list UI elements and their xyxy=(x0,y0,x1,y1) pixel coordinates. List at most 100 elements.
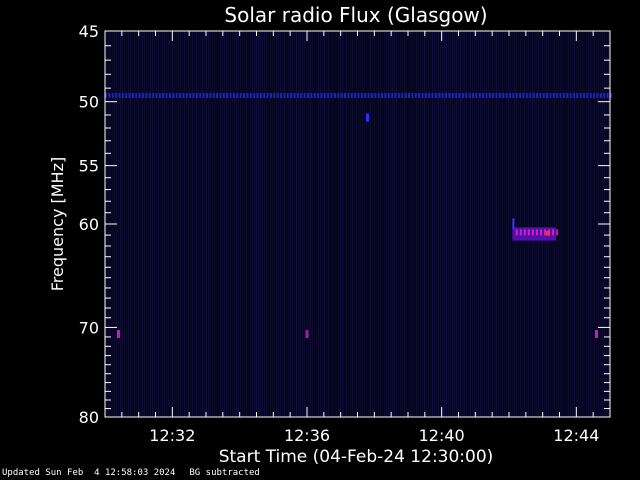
noise-stripe xyxy=(178,31,179,417)
noise-stripe xyxy=(186,31,187,417)
interference-dash xyxy=(280,92,283,98)
noise-stripe xyxy=(440,31,441,417)
noise-stripe xyxy=(154,31,155,417)
noise-stripe xyxy=(550,31,551,417)
interference-dash xyxy=(283,92,286,98)
noise-stripe xyxy=(540,31,541,417)
noise-stripe xyxy=(590,31,591,417)
noise-stripe xyxy=(576,31,577,417)
burst-streak xyxy=(515,229,518,236)
burst-streak xyxy=(539,229,542,236)
noise-stripe xyxy=(450,31,451,417)
interference-dash xyxy=(253,92,256,98)
interference-dash xyxy=(492,92,495,98)
noise-stripe xyxy=(336,31,337,417)
noise-stripe xyxy=(522,31,523,417)
y-tick-label: 55 xyxy=(79,157,99,176)
interference-dash xyxy=(549,92,552,98)
interference-dash xyxy=(468,92,471,98)
noise-stripe xyxy=(548,31,549,417)
noise-stripe xyxy=(382,31,383,417)
noise-stripe xyxy=(472,31,473,417)
noise-stripe xyxy=(482,31,483,417)
noise-stripe xyxy=(190,31,191,417)
noise-stripe xyxy=(296,31,297,417)
noise-stripe xyxy=(470,31,471,417)
interference-dash xyxy=(532,92,535,98)
noise-stripe xyxy=(262,31,263,417)
interference-dash xyxy=(128,92,131,98)
x-tick-label: 12:32 xyxy=(149,426,195,445)
interference-dash xyxy=(239,92,242,98)
interference-dash xyxy=(488,92,491,98)
interference-dash xyxy=(569,92,572,98)
noise-stripe xyxy=(248,31,249,417)
noise-stripe xyxy=(180,31,181,417)
interference-dash xyxy=(539,92,542,98)
interference-dash xyxy=(152,92,155,98)
noise-stripe xyxy=(348,31,349,417)
interference-dash xyxy=(354,92,357,98)
interference-dash xyxy=(333,92,336,98)
noise-stripe xyxy=(258,31,259,417)
noise-stripe xyxy=(398,31,399,417)
noise-stripe xyxy=(238,31,239,417)
noise-stripe xyxy=(264,31,265,417)
noise-stripe xyxy=(234,31,235,417)
noise-stripe xyxy=(508,31,509,417)
noise-stripe xyxy=(568,31,569,417)
noise-stripe xyxy=(244,31,245,417)
noise-stripe xyxy=(240,31,241,417)
noise-stripe xyxy=(220,31,221,417)
y-axis: 45 50 55 60 70 80 xyxy=(79,22,610,427)
interference-dash xyxy=(502,92,505,98)
interference-dash xyxy=(350,92,353,98)
y-axis-label: Frequency [MHz] xyxy=(48,157,67,291)
noise-stripe xyxy=(448,31,449,417)
noise-stripe xyxy=(432,31,433,417)
noise-stripe xyxy=(496,31,497,417)
noise-stripe xyxy=(462,31,463,417)
noise-stripe xyxy=(130,31,131,417)
noise-stripe xyxy=(318,31,319,417)
noise-stripe xyxy=(242,31,243,417)
interference-dash xyxy=(145,92,148,98)
noise-stripe xyxy=(524,31,525,417)
noise-stripe xyxy=(192,31,193,417)
interference-dash xyxy=(411,92,414,98)
x-axis-label: Start Time (04-Feb-24 12:30:00) xyxy=(219,447,494,467)
interference-dash xyxy=(603,92,606,98)
interference-dash xyxy=(121,92,124,98)
interference-dash xyxy=(347,92,350,98)
interference-dash xyxy=(357,92,360,98)
interference-dash xyxy=(586,92,589,98)
noise-stripe xyxy=(206,31,207,417)
noise-stripe xyxy=(494,31,495,417)
interference-dash xyxy=(263,92,266,98)
noise-stripe xyxy=(158,31,159,417)
noise-stripe xyxy=(408,31,409,417)
noise-stripe xyxy=(194,31,195,417)
noise-stripe xyxy=(410,31,411,417)
noise-stripe xyxy=(500,31,501,417)
background-noise-stripes xyxy=(106,31,609,417)
noise-stripe xyxy=(212,31,213,417)
interference-dash xyxy=(259,92,262,98)
noise-stripe xyxy=(166,31,167,417)
noise-stripe xyxy=(558,31,559,417)
y-tick-label: 80 xyxy=(79,408,99,427)
noise-stripe xyxy=(596,31,597,417)
noise-stripe xyxy=(292,31,293,417)
interference-dash xyxy=(148,92,151,98)
noise-stripe xyxy=(426,31,427,417)
noise-stripe xyxy=(188,31,189,417)
noise-stripe xyxy=(458,31,459,417)
noise-stripe xyxy=(478,31,479,417)
noise-stripe xyxy=(438,31,439,417)
noise-stripe xyxy=(200,31,201,417)
noise-stripe xyxy=(228,31,229,417)
interference-dash xyxy=(323,92,326,98)
noise-stripe xyxy=(354,31,355,417)
interference-dash xyxy=(125,92,128,98)
noise-stripe xyxy=(374,31,375,417)
